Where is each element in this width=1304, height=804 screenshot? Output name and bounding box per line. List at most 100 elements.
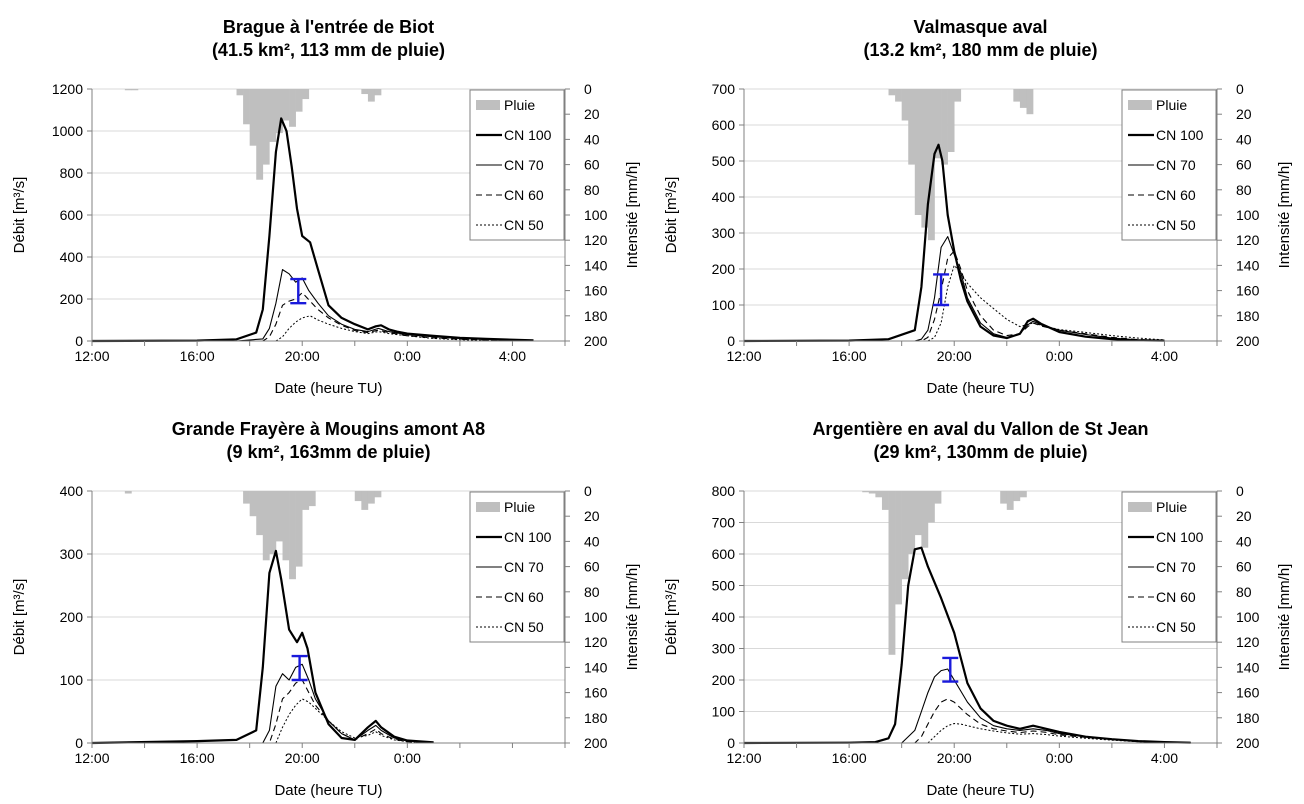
y-tick-label: 1200 (52, 81, 83, 97)
panel-argentiere: Argentière en aval du Vallon de St Jean (… (652, 402, 1304, 804)
legend-swatch-pluie (1128, 502, 1152, 512)
series-line-cn-50 (92, 315, 534, 342)
rain-bar (908, 89, 916, 165)
x-tick-label: 4:00 (1151, 750, 1178, 766)
rain-bar (888, 491, 896, 655)
x-tick-label: 20:00 (285, 750, 320, 766)
y2-tick-label: 60 (584, 559, 600, 575)
x-tick-label: 0:00 (1046, 348, 1073, 364)
y2-tick-label: 0 (1236, 81, 1244, 97)
x-tick-label: 0:00 (1046, 750, 1073, 766)
y2-tick-label: 180 (584, 710, 608, 726)
rain-bar (275, 89, 283, 134)
legend-label: CN 50 (504, 619, 544, 635)
y2-tick-label: 40 (1236, 131, 1252, 147)
y-tick-label: 600 (712, 546, 736, 562)
y-tick-label: 800 (712, 483, 736, 499)
y2-tick-label: 80 (1236, 584, 1252, 600)
y2-tick-label: 40 (1236, 533, 1252, 549)
y-tick-label: 400 (712, 189, 736, 205)
y2-tick-label: 20 (584, 106, 600, 122)
x-axis-label: Date (heure TU) (274, 782, 382, 799)
y-tick-label: 200 (712, 672, 736, 688)
x-tick-label: 12:00 (74, 348, 109, 364)
y-tick-label: 700 (712, 81, 736, 97)
series-line-cn-100 (91, 549, 434, 745)
legend-swatch-pluie (476, 100, 500, 110)
legend-label: Pluie (1156, 97, 1187, 113)
y2-tick-label: 200 (584, 735, 608, 751)
y2-tick-label: 40 (584, 131, 600, 147)
series-line-cn-60 (92, 292, 534, 342)
rain-bar (249, 491, 257, 517)
rain-bar (236, 89, 244, 96)
x-tick-label: 0:00 (394, 348, 421, 364)
chart-svg: Brague à l'entrée de Biot (41.5 km², 113 … (11, 17, 641, 397)
panel-grande-frayere: Grande Frayère à Mougins amont A8 (9 km²,… (0, 402, 652, 804)
y2-tick-label: 0 (584, 483, 592, 499)
x-tick-label: 20:00 (937, 348, 972, 364)
y-tick-label: 600 (712, 117, 736, 133)
legend-label: CN 60 (1156, 589, 1196, 605)
rain-bar (934, 491, 942, 504)
rain-bar (947, 89, 955, 152)
rain-bar (308, 491, 316, 507)
y-tick-label: 0 (727, 333, 735, 349)
chart-subtitle: (41.5 km², 113 mm de pluie) (212, 40, 445, 60)
rain-bar (1013, 89, 1021, 102)
y-tick-label: 600 (60, 207, 84, 223)
rain-bar (921, 89, 929, 228)
y-tick-label: 800 (60, 165, 84, 181)
series-line-cn-70 (92, 663, 434, 744)
rain-bar (1006, 491, 1014, 510)
rain-bar (927, 491, 935, 523)
legend-label: CN 60 (504, 589, 544, 605)
y-tick-label: 200 (712, 261, 736, 277)
y2-axis-label: Intensité [mm/h] (1276, 564, 1293, 671)
rain-bar (901, 491, 909, 580)
x-tick-label: 20:00 (285, 348, 320, 364)
rain-bar (262, 89, 270, 165)
y2-tick-label: 100 (1236, 609, 1260, 625)
chart-subtitle: (29 km², 130mm de pluie) (873, 442, 1087, 462)
series-line-cn-50 (744, 264, 1165, 342)
legend-label: CN 70 (1156, 559, 1196, 575)
x-tick-label: 4:00 (1151, 348, 1178, 364)
rain-bar (243, 491, 250, 504)
x-tick-label: 20:00 (937, 750, 972, 766)
y2-tick-label: 160 (1236, 685, 1260, 701)
y-tick-label: 400 (60, 249, 84, 265)
chart-title: Brague à l'entrée de Biot (223, 17, 434, 37)
legend-label: CN 50 (504, 217, 544, 233)
rain-bar (243, 89, 250, 125)
legend-label: CN 60 (504, 187, 544, 203)
rain-bar (124, 89, 132, 91)
x-tick-label: 0:00 (394, 750, 421, 766)
y-tick-label: 300 (712, 225, 736, 241)
legend-label: CN 60 (1156, 187, 1196, 203)
y2-axis-label: Intensité [mm/h] (624, 564, 641, 671)
y-axis-label: Débit [m³/s] (663, 177, 680, 254)
rain-bar (302, 491, 310, 510)
y-tick-label: 100 (712, 297, 736, 313)
rain-bar (295, 491, 303, 567)
legend-label: Pluie (504, 97, 535, 113)
rain-bar (354, 491, 362, 502)
legend-label: CN 100 (504, 127, 552, 143)
y2-tick-label: 20 (1236, 106, 1252, 122)
y2-tick-label: 60 (584, 157, 600, 173)
legend-label: CN 50 (1156, 217, 1196, 233)
rain-bar (374, 491, 382, 498)
y2-tick-label: 80 (584, 182, 600, 198)
y-axis-label: Débit [m³/s] (663, 579, 680, 656)
rain-bar (1013, 491, 1021, 502)
rain-bar (875, 491, 883, 498)
rain-bar (367, 89, 375, 102)
y2-tick-label: 200 (584, 333, 608, 349)
y-tick-label: 0 (75, 735, 83, 751)
series-line-cn-60 (744, 698, 1191, 744)
rain-bar (256, 491, 264, 536)
y2-tick-label: 140 (584, 257, 608, 273)
panel-brague: Brague à l'entrée de Biot (41.5 km², 113 … (0, 0, 652, 402)
y2-axis-label: Intensité [mm/h] (1276, 162, 1293, 269)
